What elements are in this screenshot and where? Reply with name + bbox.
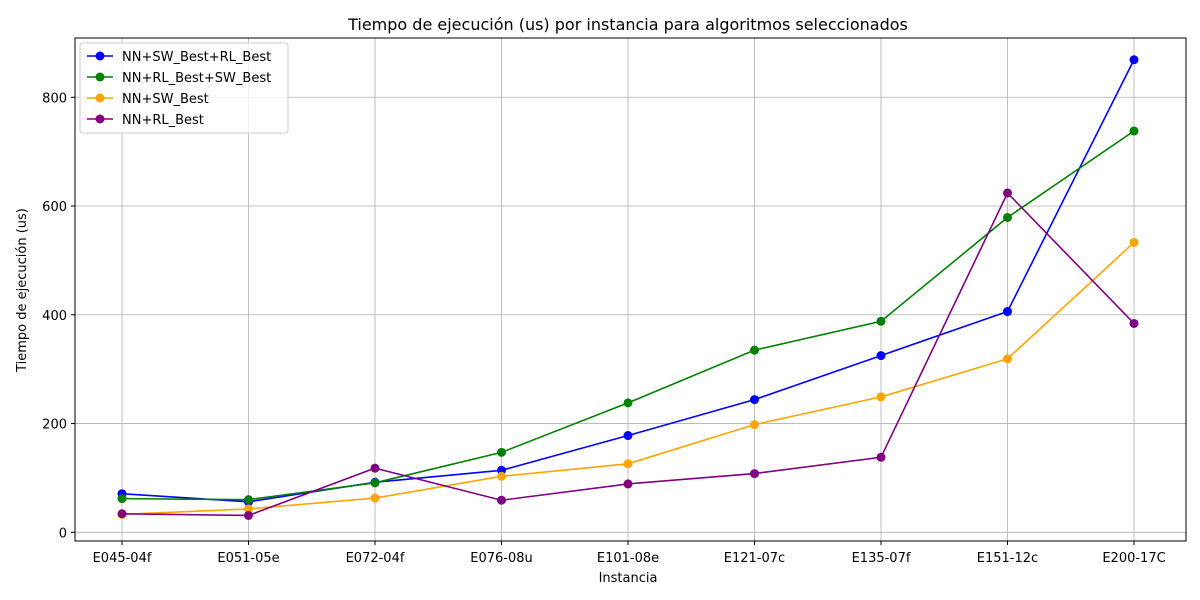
data-point (244, 504, 253, 514)
data-point (370, 493, 380, 503)
legend-label: NN+RL_Best (122, 113, 204, 128)
data-point (1129, 55, 1139, 65)
axis-ticks: E045-04f E051-05e E072-04f E076-08u E101-08e… (42, 91, 1166, 566)
x-tick-label: E200-17C (1102, 551, 1165, 566)
data-point (623, 431, 633, 441)
y-axis-title: Tiempo de ejecución (us) (15, 208, 30, 373)
data-point (497, 447, 506, 457)
data-point (497, 471, 506, 481)
legend-label: NN+SW_Best+RL_Best (122, 50, 271, 65)
y-tick-label: 400 (42, 309, 67, 324)
data-point (750, 345, 759, 355)
y-tick-label: 800 (42, 91, 67, 106)
series-layer (117, 55, 1139, 520)
data-point (876, 316, 886, 326)
data-point (370, 463, 380, 473)
data-point (876, 351, 886, 361)
chart-title: Tiempo de ejecución (us) por instancia p… (347, 15, 908, 34)
data-point (1003, 188, 1012, 198)
x-tick-label: E135-07f (852, 551, 911, 566)
data-point (876, 392, 886, 402)
plot-frame (74, 37, 1187, 542)
data-point (1003, 307, 1012, 317)
y-tick-label: 200 (42, 418, 67, 433)
data-point (750, 420, 759, 430)
data-point (1129, 237, 1139, 247)
x-tick-label: E072-04f (346, 551, 405, 566)
x-tick-label: E121-07c (724, 551, 785, 566)
data-point (497, 495, 506, 505)
data-point (244, 510, 253, 520)
y-tick-label: 600 (42, 200, 67, 215)
data-point (750, 395, 759, 405)
data-point (117, 509, 127, 519)
legend-marker (95, 51, 105, 61)
data-point (370, 478, 380, 488)
data-point (623, 398, 633, 408)
x-tick-label: E076-08u (470, 551, 533, 566)
legend-marker (95, 114, 105, 124)
data-point (1129, 126, 1139, 136)
legend-label: NN+RL_Best+SW_Best (122, 71, 271, 86)
y-tick-label: 0 (59, 526, 67, 541)
data-point (244, 495, 253, 505)
data-point (876, 452, 886, 462)
x-tick-label: E101-08e (597, 551, 659, 566)
legend-box (79, 42, 289, 134)
x-tick-label: E045-04f (93, 551, 152, 566)
data-point (623, 459, 633, 469)
data-point (117, 494, 127, 504)
legend-marker (95, 72, 105, 82)
legend-marker (95, 93, 105, 103)
x-tick-label: E151-12c (977, 551, 1038, 566)
x-axis-title: Instancia (599, 571, 658, 586)
legend: NN+SW_Best+RL_Best NN+RL_Best+SW_Best NN+S… (79, 42, 289, 134)
x-tick-label: E051-05e (217, 551, 279, 566)
legend-label: NN+SW_Best (122, 92, 209, 107)
data-point (1129, 318, 1139, 328)
data-point (1003, 354, 1012, 364)
data-point (750, 469, 759, 479)
data-point (1003, 212, 1012, 222)
data-point (623, 479, 633, 489)
